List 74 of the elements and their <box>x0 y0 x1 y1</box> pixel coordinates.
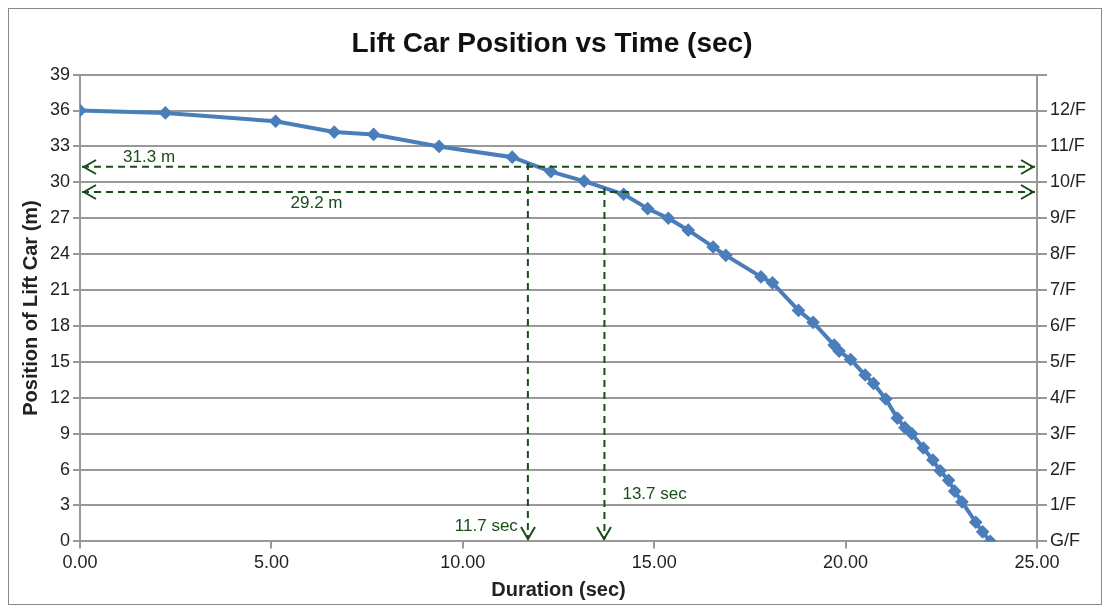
y2-tick-label: 12/F <box>1049 99 1087 120</box>
point <box>948 485 961 498</box>
point <box>891 412 904 425</box>
ref-line-label: 29.2 m <box>290 193 343 213</box>
y-tick-label: 9 <box>60 422 71 443</box>
point <box>898 421 911 434</box>
y2-tick-label: 2/F <box>1049 458 1076 479</box>
x-tick-label: 0.00 <box>62 552 98 573</box>
point <box>934 464 947 477</box>
point <box>828 339 841 352</box>
y2-tick-label: 3/F <box>1049 422 1076 443</box>
ref-line-label: 13.7 sec <box>622 484 688 504</box>
y-tick-label: 3 <box>60 494 71 515</box>
y2-tick-label: 9/F <box>1049 207 1076 228</box>
point <box>328 126 341 139</box>
point <box>755 270 767 283</box>
y2-tick-label: 6/F <box>1049 314 1076 335</box>
y2-tick-label: 7/F <box>1049 279 1076 300</box>
y2-tick-label: 10/F <box>1049 171 1087 192</box>
point <box>942 474 955 487</box>
y-tick-label: 24 <box>49 243 71 264</box>
point <box>955 495 968 508</box>
chart-title: Lift Car Position vs Time (sec) <box>351 26 753 58</box>
y-axis-title: Position of Lift Car (m) <box>18 200 41 416</box>
y2-tick-label: 4/F <box>1049 386 1076 407</box>
point <box>844 353 857 366</box>
point <box>707 240 720 253</box>
point <box>976 525 989 538</box>
point <box>433 140 446 153</box>
point <box>867 377 880 390</box>
x-tick-label: 15.00 <box>631 552 677 573</box>
point <box>766 276 779 289</box>
point <box>879 392 892 405</box>
point <box>578 175 591 188</box>
point <box>833 345 846 358</box>
point <box>159 106 172 119</box>
y2-tick-label: 8/F <box>1049 243 1076 264</box>
point <box>506 151 519 164</box>
y-tick-label: 30 <box>49 171 71 192</box>
point <box>792 304 805 317</box>
point <box>662 212 675 225</box>
x-tick-label: 20.00 <box>823 552 869 573</box>
point <box>269 115 282 128</box>
point <box>859 369 872 382</box>
point <box>905 427 918 440</box>
y-tick-label: 21 <box>49 279 71 300</box>
ref-line-label: 11.7 sec <box>454 516 519 536</box>
y-tick-label: 33 <box>49 135 71 156</box>
point <box>641 202 654 215</box>
x-tick-label: 25.00 <box>1014 552 1060 573</box>
point <box>367 128 380 141</box>
point <box>719 249 732 262</box>
y-tick-label: 15 <box>49 350 71 371</box>
x-tick-label: 10.00 <box>440 552 486 573</box>
x-tick-label: 5.00 <box>253 552 289 573</box>
y-tick-label: 12 <box>49 386 71 407</box>
point <box>969 516 982 529</box>
y-tick-label: 0 <box>60 530 71 551</box>
point <box>682 224 695 237</box>
y2-tick-label: 1/F <box>1049 494 1076 515</box>
ref-line-label: 31.3 m <box>123 146 176 166</box>
y2-tick-label: 11/F <box>1049 135 1085 156</box>
point <box>917 442 930 455</box>
y-tick-label: 39 <box>49 63 71 84</box>
y-tick-label: 6 <box>60 458 71 479</box>
point <box>807 316 820 329</box>
y-tick-label: 27 <box>49 207 71 228</box>
point <box>544 165 557 178</box>
x-axis-title: Duration (sec) <box>491 577 626 600</box>
y-tick-label: 18 <box>49 314 71 335</box>
point <box>926 454 939 467</box>
y2-tick-label: 5/F <box>1049 350 1076 371</box>
y-tick-label: 36 <box>49 99 71 120</box>
y2-tick-label: G/F <box>1049 530 1080 551</box>
